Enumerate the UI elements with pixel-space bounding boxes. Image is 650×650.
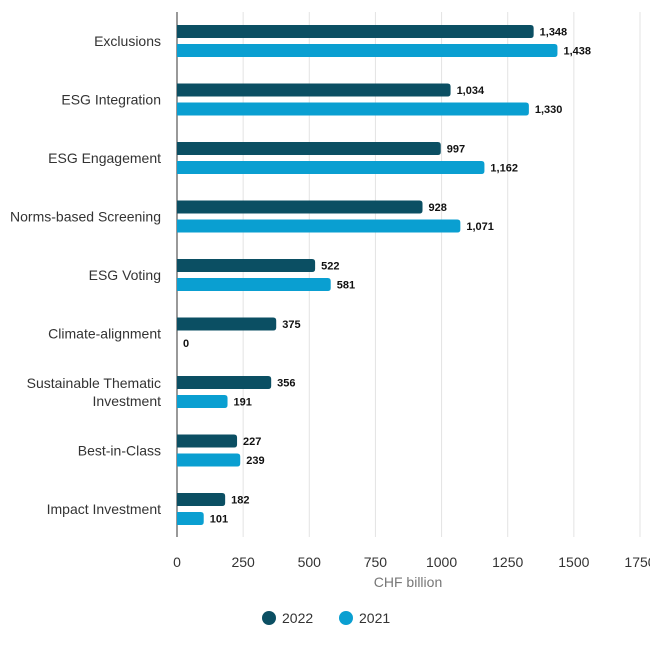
data-label: 191 [234,397,252,409]
data-label: 182 [231,495,249,507]
bar-2021 [177,44,558,57]
data-label: 239 [246,455,264,467]
category-label: Climate-alignment [48,326,161,342]
bar-2022 [177,25,534,38]
data-label: 581 [337,280,355,292]
bar-2021 [177,219,461,233]
category-label: Exclusions [94,33,161,49]
data-label: 356 [277,378,295,390]
category-label: Norms-based Screening [10,209,161,225]
legend-marker-2021 [339,611,353,625]
bar-2022 [177,493,226,506]
data-label: 1,071 [466,221,494,233]
category-label: Best-in-Class [78,443,161,459]
bars [177,25,558,525]
data-label: 1,348 [540,27,568,39]
legend-label: 2021 [359,610,390,626]
bar-2021 [177,453,241,467]
category-label: ESG Integration [61,92,161,108]
data-label: 928 [429,202,447,214]
category-label: ESG Engagement [48,150,161,166]
bar-2022 [177,376,272,389]
x-tick-label: 250 [231,554,255,570]
bar-2022 [177,434,238,448]
category-label: ESG Voting [89,267,161,283]
bar-2022 [177,83,451,97]
axes: 0 250 500 750 1000 1250 1500 1750 [173,12,650,570]
x-axis-title: CHF billion [374,574,442,590]
data-label: 227 [243,436,261,448]
legend: 2022 2021 [262,610,390,626]
data-label: 1,330 [535,104,563,116]
bar-2021 [177,395,228,408]
data-label: 375 [282,319,300,331]
data-label: 522 [321,261,339,273]
data-label: 101 [210,514,228,526]
bar-2022 [177,317,277,331]
data-label: 1,034 [457,85,485,97]
x-tick-label: 0 [173,554,181,570]
gridlines [242,12,641,537]
data-label: 1,438 [563,46,591,58]
category-label: Sustainable Thematic Investment [27,375,161,409]
labels: Exclusions ESG Integration ESG Engagement N… [10,27,591,526]
data-label: 1,162 [490,163,518,175]
category-label: Impact Investment [47,501,161,517]
x-tick-label: 1750 [624,554,650,570]
bar-2022 [177,200,423,214]
x-tick-label: 500 [298,554,322,570]
bar-2021 [177,161,485,174]
bar-2022 [177,142,441,155]
bar-2021 [177,278,331,291]
data-label: 997 [447,144,465,156]
x-tick-label: 1500 [558,554,589,570]
x-tick-label: 1250 [492,554,523,570]
bar-2021 [177,102,529,116]
legend-label: 2022 [282,610,313,626]
x-tick-label: 750 [364,554,388,570]
data-label: 0 [183,338,189,350]
legend-marker-2022 [262,611,276,625]
bar-2022 [177,259,316,272]
bar-2021 [177,512,204,525]
x-tick-label: 1000 [426,554,457,570]
